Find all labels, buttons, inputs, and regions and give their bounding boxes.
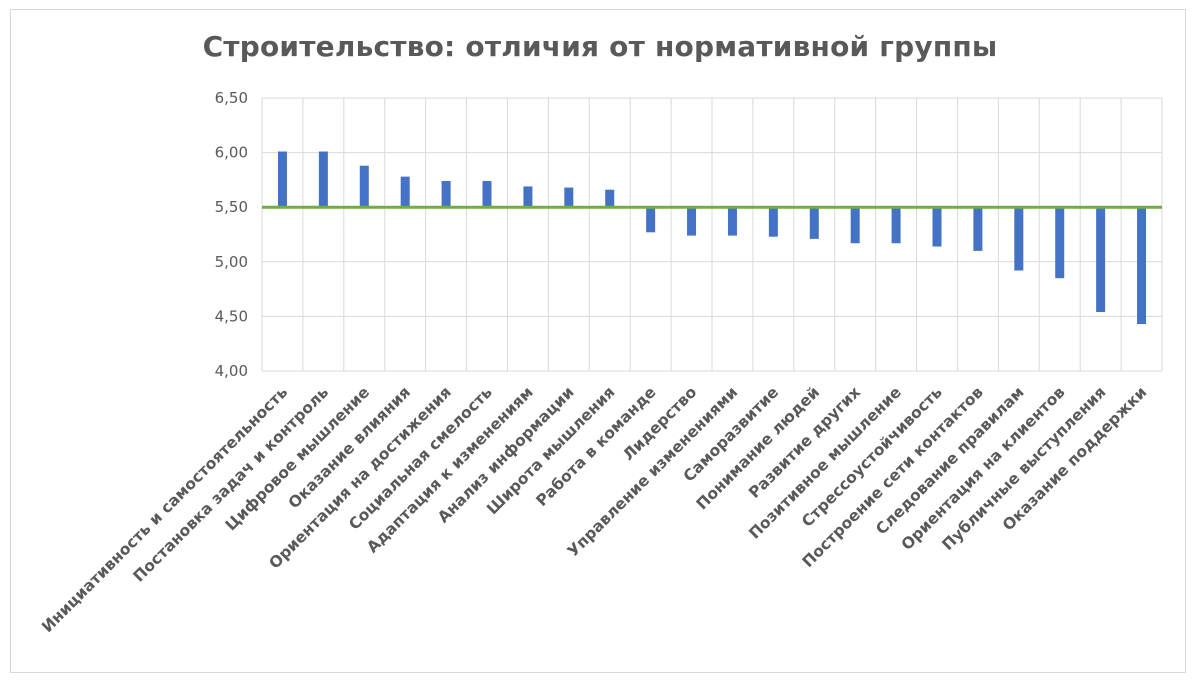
bar [441, 180, 451, 208]
chart-title: Строительство: отличия от нормативной гр… [202, 30, 998, 63]
bar [932, 207, 942, 247]
y-tick-label: 4,50 [215, 307, 248, 325]
bar [850, 207, 860, 244]
y-tick-label: 6,50 [215, 89, 248, 107]
bar [605, 189, 615, 208]
bar [809, 207, 819, 239]
bar [891, 207, 901, 244]
bar [1137, 207, 1147, 325]
bar [277, 151, 287, 208]
bar [687, 207, 697, 236]
bar [973, 207, 983, 251]
y-tick-label: 6,00 [215, 144, 248, 162]
bar [564, 187, 574, 208]
y-tick-label: 5,50 [215, 198, 248, 216]
y-tick-label: 4,00 [215, 362, 248, 380]
bar [318, 151, 328, 208]
bar [646, 207, 656, 233]
y-tick-label: 5,00 [215, 253, 248, 271]
bar [1055, 207, 1065, 279]
bar [768, 207, 778, 237]
bar [727, 207, 737, 236]
bar [1014, 207, 1024, 271]
bar [359, 165, 369, 208]
chart-frame [10, 9, 1186, 673]
bar [523, 186, 533, 208]
bar [482, 180, 492, 208]
bar [1096, 207, 1106, 313]
bar [400, 176, 410, 208]
